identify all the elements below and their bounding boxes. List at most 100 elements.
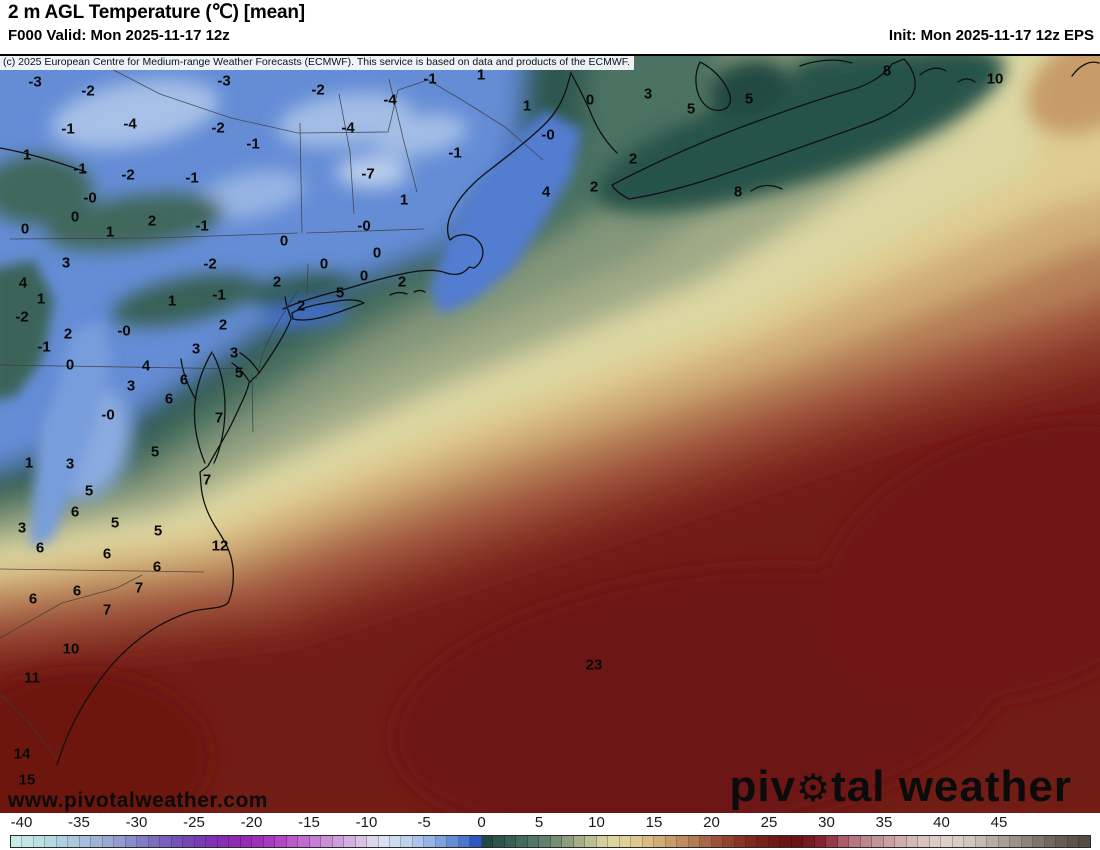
colorbar-cell — [481, 836, 494, 847]
temperature-value-label: -1 — [212, 286, 226, 304]
colorbar-cell — [631, 836, 643, 847]
colorbar-cell — [952, 836, 965, 847]
temperature-value-label: 0 — [65, 356, 75, 374]
temperature-value-label: -3 — [217, 72, 231, 90]
temperature-value-label: -2 — [81, 82, 95, 100]
colorbar-cell — [849, 836, 861, 847]
colorbar-tick-label: 40 — [933, 814, 950, 831]
colorbar-cell — [11, 836, 23, 847]
colorbar-cell — [619, 836, 632, 847]
temp-blob-2.6C — [111, 273, 259, 327]
colorbar-cell — [1067, 836, 1080, 847]
temperature-value-label: -0 — [357, 217, 371, 235]
colorbar-cell — [906, 836, 919, 847]
colorbar-cell — [125, 836, 138, 847]
colorbar-cell — [217, 836, 230, 847]
temperature-value-label: -1 — [37, 338, 51, 356]
colorbar-cell — [389, 836, 402, 847]
temperature-value-label: -2 — [15, 308, 29, 326]
colorbar-cell — [883, 836, 896, 847]
temp-blob-2.2C — [248, 272, 352, 308]
coastline-long-island — [291, 299, 365, 321]
header: 2 m AGL Temperature (℃) [mean] F000 Vali… — [0, 0, 1100, 54]
temperature-value-label: 2 — [147, 212, 157, 230]
temperature-value-label: 7 — [202, 471, 212, 489]
temperature-value-label: 5 — [150, 443, 160, 461]
temp-blob--1.2C — [262, 301, 350, 327]
temperature-value-label: 5 — [335, 284, 345, 302]
border-ma-north — [305, 228, 425, 234]
temperature-value-label: 1 — [24, 454, 34, 472]
colorbar-cell — [688, 836, 701, 847]
temperature-value-label: -1 — [448, 144, 462, 162]
temperature-value-label: -2 — [211, 119, 225, 137]
colorbar-cell — [791, 836, 804, 847]
colorbar-cell — [768, 836, 781, 847]
colorbar-cell — [550, 836, 563, 847]
temperature-value-label: 5 — [110, 514, 120, 532]
colorbar-tick-label: 5 — [534, 814, 544, 831]
colorbar-cell — [470, 836, 482, 847]
colorbar-tick-label: 35 — [875, 814, 893, 831]
temperature-value-label: -4 — [383, 91, 397, 109]
temperature-value-label: 1 — [105, 223, 115, 241]
colorbar-cell — [183, 836, 195, 847]
state-borders-layer — [0, 60, 544, 760]
temperature-value-label: 0 — [279, 232, 289, 250]
temperature-value-label: 1 — [36, 290, 46, 308]
colorbar-cell — [987, 836, 999, 847]
temperature-value-label: 0 — [372, 244, 382, 262]
colorbar-cell — [803, 836, 815, 847]
temperature-value-label: -0 — [541, 126, 555, 144]
temperature-value-label: 6 — [28, 590, 38, 608]
temperature-value-label: 2 — [589, 178, 599, 196]
temperature-value-label: -0 — [117, 322, 131, 340]
temperature-value-label: 2 — [397, 273, 407, 291]
colorbar-cell — [171, 836, 184, 847]
copyright-notice: (c) 2025 European Centre for Medium-rang… — [0, 56, 634, 70]
temperature-value-label: 2 — [218, 316, 228, 334]
temperature-value-label: -1 — [73, 160, 87, 178]
colorbar-cell — [1021, 836, 1034, 847]
temp-pocket-2.8C — [0, 260, 54, 400]
temp-blob-1.2C — [594, 56, 1006, 213]
temperature-value-label: 8 — [882, 62, 892, 80]
colorbar-cell — [22, 836, 34, 847]
temperature-value-label: -0 — [101, 406, 115, 424]
colorbar-cell — [573, 836, 586, 847]
temperature-value-label: 0 — [359, 267, 369, 285]
temperature-value-label: 1 — [167, 292, 177, 310]
temp-band--2.5C — [0, 56, 525, 469]
brand-suffix: tal weather — [831, 762, 1072, 811]
brand-watermark: piv⚙tal weather — [729, 765, 1072, 811]
temperature-value-label: 6 — [35, 539, 45, 557]
temperature-value-label: -2 — [311, 81, 325, 99]
colorbar-cell — [654, 836, 666, 847]
colorbar-cell — [309, 836, 322, 847]
temperature-value-label: -1 — [246, 135, 260, 153]
coastline-bay-of-fundy — [570, 72, 618, 154]
colorbar-cell — [665, 836, 678, 847]
temp-blob-3.2C — [45, 193, 225, 251]
temperature-field-svg — [0, 56, 1100, 815]
colorbar-cell — [642, 836, 655, 847]
colorbar-tick-label: -35 — [68, 814, 90, 831]
colorbar-cell — [596, 836, 609, 847]
coastline-new-england — [282, 72, 572, 310]
border-us-canada — [95, 60, 544, 161]
colorbar-cell — [1056, 836, 1068, 847]
colorbar-cell — [780, 836, 792, 847]
border-de-md — [251, 373, 254, 433]
coastline-nantucket — [389, 289, 426, 296]
colorbar-cell — [252, 836, 264, 847]
temperature-value-label: -0 — [83, 189, 97, 207]
coastline-sable-island — [750, 184, 783, 192]
colorbar-cell — [711, 836, 724, 847]
temperature-value-label: 11 — [24, 669, 40, 687]
temperature-pockets — [0, 110, 582, 548]
temperature-value-label: -1 — [423, 70, 437, 88]
temperature-value-label: 5 — [234, 364, 244, 382]
temp-blob--5C — [372, 113, 468, 157]
temp-pocket--3.2C — [30, 320, 112, 548]
colorbar-cell — [240, 836, 253, 847]
